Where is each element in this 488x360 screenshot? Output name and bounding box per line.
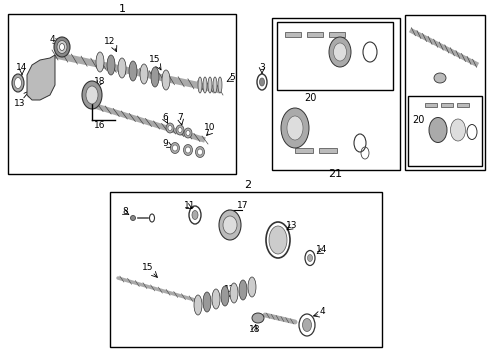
Text: 21: 21 (327, 169, 342, 179)
Text: 12: 12 (104, 37, 116, 46)
Ellipse shape (251, 313, 264, 323)
Ellipse shape (165, 123, 174, 133)
Text: 3: 3 (259, 63, 264, 72)
Ellipse shape (197, 149, 202, 155)
Ellipse shape (207, 77, 212, 93)
Bar (285, 32, 301, 37)
Text: 1: 1 (118, 4, 125, 14)
Ellipse shape (212, 289, 220, 309)
Text: 20: 20 (303, 93, 316, 103)
Text: 8: 8 (122, 207, 128, 216)
Ellipse shape (96, 52, 104, 72)
Text: 5: 5 (229, 73, 234, 82)
Ellipse shape (57, 40, 67, 54)
Ellipse shape (12, 74, 24, 92)
Bar (276, 22, 392, 90)
Ellipse shape (151, 67, 159, 87)
Ellipse shape (223, 216, 237, 234)
Text: 6: 6 (162, 113, 167, 122)
Ellipse shape (118, 58, 126, 78)
Text: 2: 2 (244, 180, 251, 190)
Ellipse shape (247, 277, 256, 297)
Ellipse shape (428, 117, 446, 143)
Ellipse shape (203, 292, 210, 312)
Ellipse shape (286, 116, 303, 140)
Text: 18: 18 (94, 77, 105, 86)
Bar (404, 15, 484, 170)
Ellipse shape (185, 147, 190, 153)
Text: 20: 20 (411, 115, 424, 125)
Polygon shape (27, 55, 55, 100)
Bar (407, 96, 481, 166)
Ellipse shape (433, 73, 445, 83)
Bar (328, 32, 345, 37)
Ellipse shape (168, 126, 172, 130)
Text: 16: 16 (94, 121, 105, 130)
Ellipse shape (195, 147, 204, 158)
Ellipse shape (221, 286, 228, 306)
Text: 14: 14 (316, 246, 327, 255)
Ellipse shape (178, 127, 182, 132)
Ellipse shape (162, 70, 170, 90)
Ellipse shape (176, 125, 183, 135)
Text: 9: 9 (162, 139, 167, 148)
Ellipse shape (307, 255, 312, 261)
Ellipse shape (268, 226, 286, 254)
Bar (271, 18, 399, 170)
Ellipse shape (15, 77, 21, 89)
Text: 14: 14 (16, 63, 28, 72)
Text: 4: 4 (49, 36, 55, 45)
Ellipse shape (129, 61, 137, 81)
Text: 12: 12 (224, 285, 235, 294)
Ellipse shape (259, 78, 264, 86)
Ellipse shape (198, 77, 202, 93)
Ellipse shape (333, 43, 346, 61)
Ellipse shape (194, 295, 202, 315)
Ellipse shape (170, 143, 179, 153)
Ellipse shape (218, 77, 222, 93)
Ellipse shape (140, 64, 148, 84)
Ellipse shape (213, 77, 217, 93)
Text: 15: 15 (142, 264, 153, 273)
Ellipse shape (130, 216, 135, 220)
Ellipse shape (86, 86, 98, 104)
Ellipse shape (328, 37, 350, 67)
Bar (294, 148, 312, 153)
Text: 10: 10 (204, 123, 215, 132)
Text: 18: 18 (249, 325, 260, 334)
Ellipse shape (60, 44, 64, 50)
Bar (306, 32, 323, 37)
Bar (440, 103, 452, 107)
Text: 15: 15 (149, 55, 161, 64)
Bar (8, 14, 236, 174)
Ellipse shape (183, 128, 192, 138)
Ellipse shape (54, 37, 70, 57)
Bar (424, 103, 436, 107)
Ellipse shape (82, 81, 102, 109)
Text: 11: 11 (184, 202, 195, 211)
Ellipse shape (185, 130, 190, 135)
Ellipse shape (239, 280, 246, 300)
Ellipse shape (302, 319, 311, 332)
Ellipse shape (183, 144, 192, 156)
Text: 13: 13 (14, 99, 26, 108)
Text: 17: 17 (237, 201, 248, 210)
Text: 13: 13 (285, 220, 297, 230)
Text: 7: 7 (177, 113, 183, 122)
Bar (318, 148, 336, 153)
Bar (110, 192, 381, 347)
Bar (456, 103, 468, 107)
Ellipse shape (281, 108, 308, 148)
Ellipse shape (449, 119, 465, 141)
Text: 4: 4 (319, 307, 324, 316)
Ellipse shape (107, 55, 115, 75)
Ellipse shape (219, 210, 241, 240)
Ellipse shape (203, 77, 206, 93)
Ellipse shape (229, 283, 238, 303)
Ellipse shape (192, 211, 198, 220)
Ellipse shape (172, 145, 177, 151)
